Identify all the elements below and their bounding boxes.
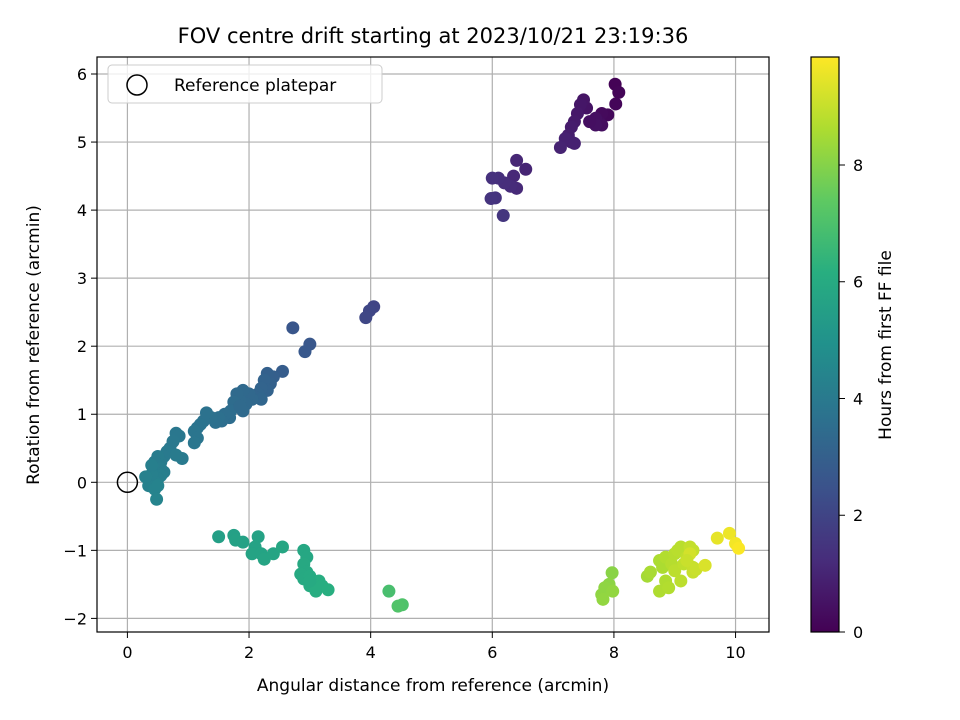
data-point	[245, 547, 259, 561]
legend-label: Reference platepar	[174, 76, 336, 96]
data-point	[275, 540, 289, 554]
data-point	[519, 162, 533, 176]
data-point	[722, 526, 736, 540]
data-point	[507, 169, 521, 183]
data-point	[233, 399, 247, 413]
legend: Reference platepar	[107, 64, 383, 104]
data-point	[680, 554, 694, 568]
grid-lines	[97, 57, 769, 632]
data-point	[662, 581, 676, 595]
data-point	[286, 321, 300, 335]
data-point	[139, 470, 153, 484]
data-point	[303, 574, 317, 588]
data-point	[187, 436, 201, 450]
data-point	[732, 541, 746, 555]
data-point	[298, 345, 312, 359]
reference-platepar-marker	[116, 471, 139, 494]
x-axis-label: Angular distance from reference (arcmin)	[257, 676, 609, 696]
x-tick-label: 4	[366, 643, 376, 662]
y-axis-label: Rotation from reference (arcmin)	[24, 205, 44, 485]
y-tick-label: −2	[63, 609, 87, 628]
data-point	[583, 115, 597, 129]
colorbar-ticks: 0 2 4 6 8	[839, 156, 863, 642]
y-tick-label: 0	[77, 473, 87, 492]
data-point	[567, 136, 581, 150]
x-tick-label: 10	[725, 643, 745, 662]
axis-ticks: 0 2 4 6 8 10 −2 −1 0 1 2 3 4 5 6	[63, 65, 745, 662]
y-tick-label: 3	[77, 269, 87, 288]
x-tick-label: 8	[609, 643, 619, 662]
data-point	[606, 584, 620, 598]
data-point	[391, 599, 405, 613]
data-point	[359, 311, 373, 325]
plot-frame	[96, 56, 770, 633]
chart-title: FOV centre drift starting at 2023/10/21 …	[178, 24, 689, 48]
data-point	[145, 458, 159, 472]
colorbar-tick-label: 6	[853, 273, 863, 292]
data-point	[596, 592, 610, 606]
data-point	[674, 574, 688, 588]
colorbar-frame	[810, 56, 840, 633]
colorbar: 0 2 4 6 8 Hours from first FF file	[810, 56, 896, 642]
colorbar-label: Hours from first FF file	[876, 250, 896, 440]
data-point	[609, 97, 623, 111]
data-points	[139, 77, 746, 613]
x-tick-label: 2	[244, 643, 254, 662]
data-point	[236, 535, 250, 549]
data-point	[698, 558, 712, 572]
data-point	[266, 547, 280, 561]
y-tick-label: −1	[63, 541, 87, 560]
legend-marker-open-circle	[126, 74, 148, 96]
data-point	[251, 530, 265, 544]
y-tick-label: 4	[77, 201, 87, 220]
data-point	[496, 209, 510, 223]
data-point	[321, 583, 335, 597]
legend-box	[107, 64, 383, 104]
data-point	[710, 531, 724, 545]
colorbar-gradient	[811, 57, 839, 632]
data-point	[510, 153, 524, 167]
data-point	[485, 171, 499, 185]
colorbar-tick-label: 4	[853, 389, 863, 408]
data-point	[553, 141, 567, 155]
data-point	[643, 565, 657, 579]
data-point	[605, 566, 619, 580]
x-tick-label: 0	[122, 643, 132, 662]
data-point	[382, 584, 396, 598]
colorbar-tick-label: 8	[853, 156, 863, 175]
data-point	[169, 448, 183, 462]
y-tick-label: 1	[77, 405, 87, 424]
colorbar-tick-label: 0	[853, 623, 863, 642]
data-point	[212, 530, 226, 544]
data-point	[674, 540, 688, 554]
plot-area-background	[97, 57, 769, 632]
y-tick-label: 6	[77, 65, 87, 84]
colorbar-tick-label: 2	[853, 506, 863, 525]
x-tick-label: 6	[487, 643, 497, 662]
data-point	[150, 492, 164, 506]
data-point	[668, 564, 682, 578]
data-point	[612, 85, 626, 99]
data-point	[151, 479, 165, 493]
y-tick-label: 5	[77, 133, 87, 152]
data-point	[484, 192, 498, 206]
data-point	[254, 392, 268, 406]
y-tick-label: 2	[77, 337, 87, 356]
